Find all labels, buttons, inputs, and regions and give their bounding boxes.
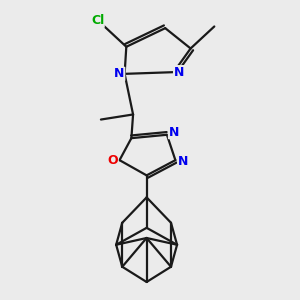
Text: Cl: Cl — [91, 14, 104, 27]
Text: N: N — [169, 126, 179, 139]
Text: N: N — [174, 66, 184, 79]
Text: O: O — [107, 154, 118, 167]
Text: N: N — [114, 68, 125, 80]
Text: N: N — [178, 155, 188, 168]
